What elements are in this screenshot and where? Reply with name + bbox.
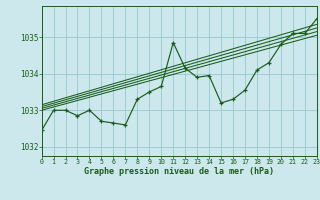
X-axis label: Graphe pression niveau de la mer (hPa): Graphe pression niveau de la mer (hPa) (84, 167, 274, 176)
